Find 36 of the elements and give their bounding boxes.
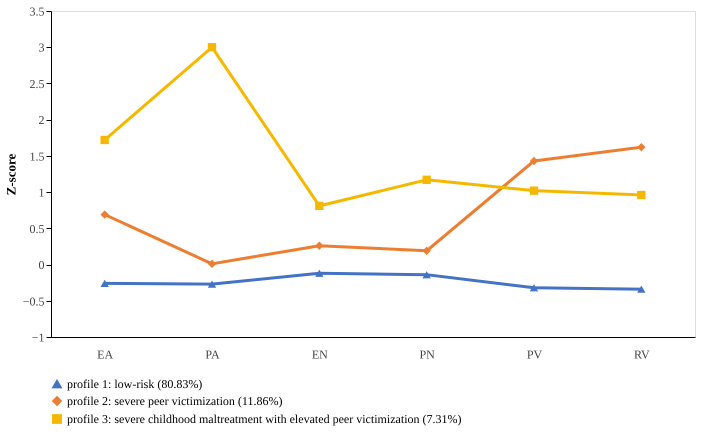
y-tick-label: 3 (38, 40, 44, 55)
point (422, 271, 431, 278)
y-tick-label: 0.5 (30, 222, 44, 236)
point (315, 202, 324, 210)
point (422, 176, 431, 184)
legend-label: profile 1: low-risk (80.83%) (67, 377, 202, 391)
x-tick-label: RV (634, 348, 650, 362)
point (208, 280, 216, 288)
x-tick-label: PN (419, 348, 436, 362)
y-tick-label: 1.5 (30, 149, 44, 164)
point (530, 156, 538, 166)
point (315, 270, 324, 277)
x-tick-label: EN (312, 348, 328, 362)
y-tick-label: 3.5 (30, 4, 44, 18)
x-tick-label: PV (526, 348, 542, 362)
point (637, 286, 646, 293)
point (208, 43, 216, 52)
y-tick-label: 2 (38, 113, 44, 128)
y-tick-label: 1 (38, 186, 44, 200)
y-axis-title: Z-score (4, 153, 19, 196)
x-tick-label: PA (205, 348, 220, 362)
legend-label: profile 3: severe childhood maltreatment with elevated peer victimization (7.31%) (67, 412, 462, 426)
point (100, 210, 109, 219)
y-tick-label: −0.5 (22, 294, 44, 308)
point (100, 136, 109, 144)
point (637, 143, 646, 152)
legend-label: profile 2: severe peer victimization (11.86%) (67, 394, 282, 408)
point (530, 186, 538, 195)
point (100, 280, 109, 288)
y-tick-label: 2.5 (30, 76, 44, 91)
point (530, 284, 538, 292)
x-tick-label: EA (97, 348, 114, 362)
y-tick-label: −1 (32, 330, 44, 344)
y-tick-label: 0 (38, 258, 44, 272)
point (637, 190, 646, 200)
point (208, 260, 216, 268)
